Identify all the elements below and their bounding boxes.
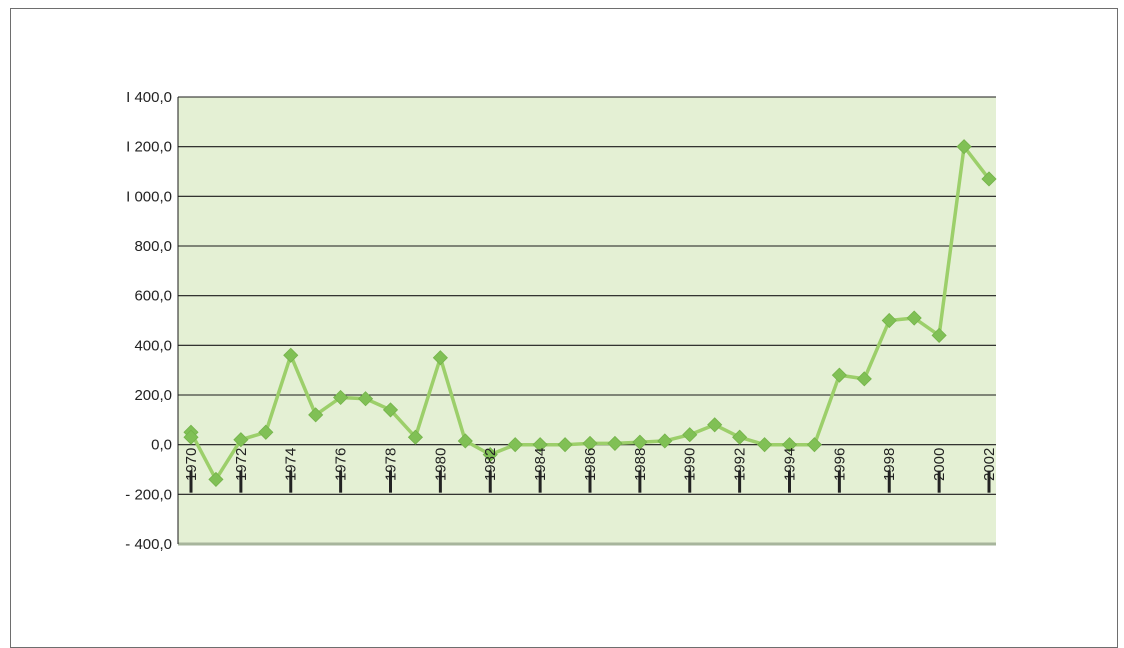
data-point xyxy=(607,435,623,451)
x-tick-label: 1990 xyxy=(682,448,699,481)
data-point xyxy=(881,312,897,329)
y-tick-label: 400,0 xyxy=(134,337,172,354)
x-tick-mark xyxy=(837,470,841,493)
data-point xyxy=(732,429,748,445)
x-tick-mark xyxy=(538,470,542,493)
x-tick-mark xyxy=(239,470,243,493)
data-point xyxy=(781,437,798,453)
x-tick-label: 1988 xyxy=(632,448,649,481)
x-tick-mark xyxy=(738,470,742,493)
x-tick-label: 1982 xyxy=(482,448,499,481)
x-tick-mark xyxy=(488,470,492,493)
data-point xyxy=(283,347,299,363)
x-tick-mark xyxy=(389,470,392,493)
y-tick-label: 600,0 xyxy=(134,288,172,305)
plot-area xyxy=(178,97,996,544)
x-tick-label: 1970 xyxy=(183,448,200,481)
data-point xyxy=(532,437,548,453)
chart-frame: - 400,0 - 200,0 0,0 200,0 400,0 600,0 800,0 I 0… xyxy=(10,8,1118,648)
data-point xyxy=(956,139,972,155)
y-tick-label: 0,0 xyxy=(151,437,172,454)
x-tick-mark xyxy=(588,470,592,493)
x-tick-label: 1996 xyxy=(831,448,848,481)
data-point xyxy=(507,437,523,453)
y-tick-label: - 200,0 xyxy=(125,486,172,503)
data-point xyxy=(382,402,399,418)
y-tick-label: 800,0 xyxy=(134,238,172,255)
data-point xyxy=(582,435,598,451)
x-tick-mark xyxy=(189,470,193,493)
y-tick-label: I 400,0 xyxy=(126,89,172,106)
data-point xyxy=(482,447,498,463)
line-chart: - 400,0 - 200,0 0,0 200,0 400,0 600,0 800,0 I 0… xyxy=(125,89,998,553)
data-point xyxy=(233,432,249,448)
x-tick-label: 1998 xyxy=(881,448,898,481)
data-point xyxy=(308,407,324,423)
x-tick-label: 1992 xyxy=(732,448,749,481)
data-point xyxy=(931,327,947,343)
data-point xyxy=(756,437,773,453)
x-tick-mark xyxy=(438,470,442,493)
data-point xyxy=(707,417,723,433)
data-point xyxy=(432,350,448,366)
x-tick-label: 2002 xyxy=(981,448,998,481)
x-tick-label: 1974 xyxy=(283,448,300,481)
x-tick-label: 1978 xyxy=(383,448,400,481)
data-point xyxy=(806,437,823,453)
data-point xyxy=(682,427,698,443)
data-point xyxy=(258,424,274,440)
x-tick-mark xyxy=(289,470,293,493)
data-point-extra xyxy=(183,429,199,445)
data-point xyxy=(357,391,374,407)
x-tick-mark xyxy=(788,470,791,493)
x-tick-label: 1972 xyxy=(233,448,250,481)
data-point xyxy=(557,437,573,453)
y-tick-label: I 000,0 xyxy=(126,188,172,205)
x-tick-label: 2000 xyxy=(931,448,948,481)
data-point xyxy=(906,310,922,326)
y-tick-label: 200,0 xyxy=(134,387,172,404)
x-tick-label: 1984 xyxy=(532,448,549,481)
data-point xyxy=(831,367,847,383)
x-tick-label: 1986 xyxy=(582,448,599,481)
x-tick-mark xyxy=(937,470,941,493)
x-tick-mark xyxy=(688,470,692,493)
data-point xyxy=(457,433,473,449)
y-tick-label: I 200,0 xyxy=(126,139,172,156)
data-point xyxy=(981,171,997,187)
x-tick-label: 1994 xyxy=(782,448,799,481)
data-point xyxy=(657,433,673,449)
data-point xyxy=(333,389,349,406)
x-tick-label: 1976 xyxy=(333,448,350,481)
x-tick-label: 1980 xyxy=(432,448,449,481)
x-tick-mark xyxy=(987,470,991,493)
x-tick-mark xyxy=(339,470,343,493)
x-tick-mark xyxy=(887,470,891,493)
y-tick-label: - 400,0 xyxy=(125,536,172,553)
data-point xyxy=(632,434,648,450)
data-point xyxy=(208,471,224,487)
data-point xyxy=(856,371,872,387)
data-point xyxy=(407,429,424,445)
x-tick-mark xyxy=(638,470,642,493)
